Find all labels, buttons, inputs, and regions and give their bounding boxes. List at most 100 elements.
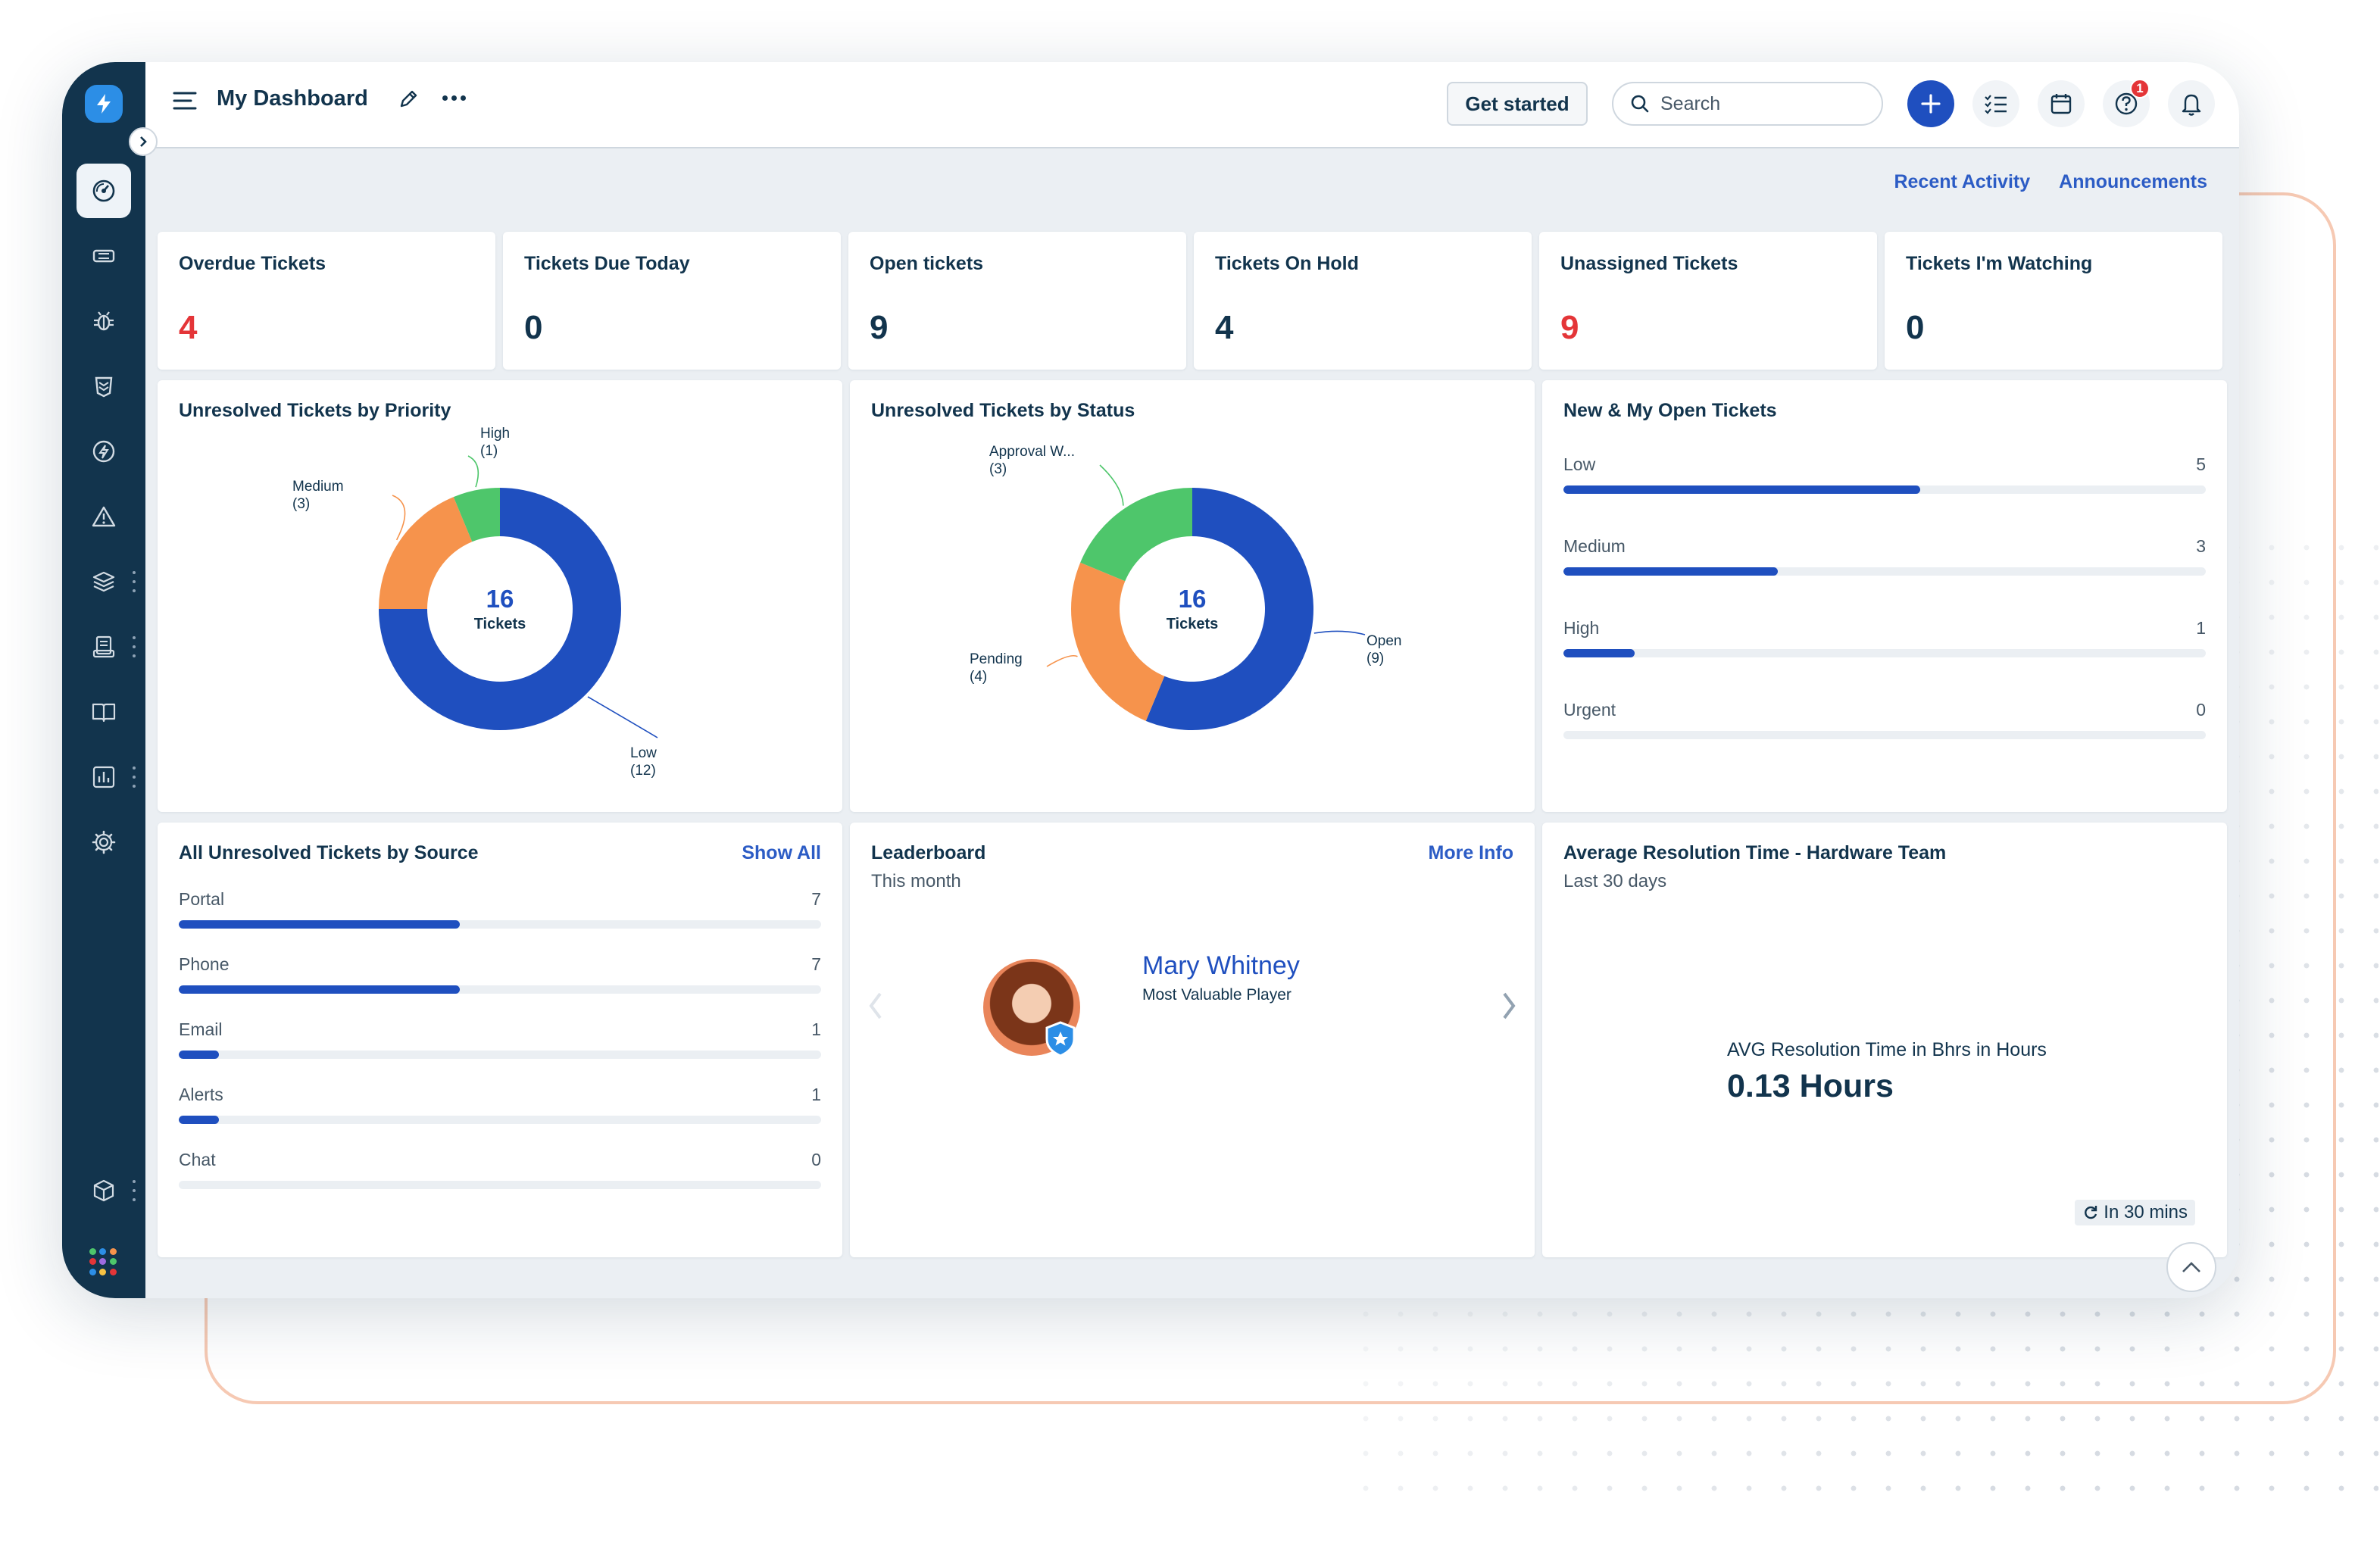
stat-label: Unassigned Tickets <box>1560 253 1738 274</box>
bar-track <box>1563 731 2206 739</box>
get-started-button[interactable]: Get started <box>1447 82 1588 126</box>
search-placeholder: Search <box>1660 92 1721 114</box>
products-more-icon[interactable] <box>132 1180 136 1201</box>
bar-row[interactable]: Low 5 <box>1563 454 2206 494</box>
bar-value: 0 <box>811 1150 821 1169</box>
donut-slice-open[interactable] <box>1145 488 1313 730</box>
changes-icon[interactable] <box>77 359 131 414</box>
stat-card[interactable]: Tickets On Hold 4 <box>1194 232 1532 370</box>
todo-button[interactable] <box>1972 80 2019 127</box>
new-item-button[interactable] <box>1907 80 1954 127</box>
status-chart-card: Unresolved Tickets by Status Open (9) Pend… <box>850 380 1535 812</box>
stat-card[interactable]: Tickets I'm Watching 0 <box>1885 232 2222 370</box>
assets-more-icon[interactable] <box>132 571 136 592</box>
reports-more-icon[interactable] <box>132 766 136 788</box>
products-icon[interactable] <box>77 1163 131 1218</box>
contracts-icon[interactable] <box>77 620 131 674</box>
stat-value: 4 <box>179 309 198 346</box>
bar-label: High <box>1563 618 1600 638</box>
more-options-icon[interactable] <box>442 95 466 101</box>
slice-label: Open <box>1366 633 1401 649</box>
bell-icon <box>2182 94 2201 116</box>
status-donut-chart[interactable]: Open (9) Pending (4) Approval W...(3) 16 Ticke… <box>850 426 1535 804</box>
menu-icon[interactable] <box>173 91 197 114</box>
stat-card[interactable]: Tickets Due Today 0 <box>503 232 841 370</box>
notifications-button[interactable] <box>2168 80 2215 127</box>
metric-label: AVG Resolution Time in Bhrs in Hours <box>1727 1039 2047 1060</box>
refresh-chip[interactable]: In 30 mins <box>2075 1200 2195 1225</box>
announcements-link[interactable]: Announcements <box>2059 171 2207 192</box>
leader-line <box>467 455 479 488</box>
bar-label: Chat <box>179 1150 216 1169</box>
top-links: Recent Activity Announcements <box>1894 171 2207 193</box>
logo-icon[interactable] <box>85 85 123 123</box>
leader-name[interactable]: Mary Whitney <box>1142 951 1300 980</box>
apps-icon[interactable] <box>89 1248 117 1275</box>
search-input[interactable]: Search <box>1612 82 1883 126</box>
stat-card[interactable]: Unassigned Tickets 9 <box>1539 232 1877 370</box>
bar-row[interactable]: Urgent 0 <box>1563 700 2206 739</box>
releases-icon[interactable] <box>77 424 131 479</box>
stat-label: Open tickets <box>870 253 984 274</box>
show-all-link[interactable]: Show All <box>742 842 821 863</box>
bar-row[interactable]: Chat 0 <box>179 1150 821 1189</box>
bar-track <box>1563 485 2206 494</box>
more-info-link[interactable]: More Info <box>1428 842 1514 863</box>
scroll-to-top-button[interactable] <box>2166 1242 2216 1292</box>
bar-row[interactable]: Email 1 <box>179 1019 821 1059</box>
bar-fill <box>179 1051 219 1059</box>
search-icon <box>1631 95 1649 113</box>
donut-slice-approval-w[interactable] <box>1080 488 1192 582</box>
stat-card[interactable]: Overdue Tickets 4 <box>158 232 495 370</box>
calendar-icon <box>2050 94 2072 114</box>
reports-icon[interactable] <box>77 750 131 804</box>
donut-slice-pending[interactable] <box>1071 562 1165 721</box>
admin-icon[interactable] <box>77 815 131 869</box>
bar-value: 7 <box>811 954 821 974</box>
bar-row[interactable]: High 1 <box>1563 618 2206 657</box>
card-subtitle: Last 30 days <box>1563 871 1667 891</box>
chevron-right-icon <box>140 136 147 147</box>
stat-card[interactable]: Open tickets 9 <box>848 232 1186 370</box>
slice-label: Approval W... <box>989 444 1075 460</box>
solutions-icon[interactable] <box>77 685 131 739</box>
bar-label-line: Low 5 <box>1563 454 2206 475</box>
edit-icon[interactable] <box>397 88 420 114</box>
bar-row[interactable]: Phone 7 <box>179 954 821 994</box>
leader-line <box>587 696 658 738</box>
recent-activity-link[interactable]: Recent Activity <box>1894 171 2031 192</box>
calendar-button[interactable] <box>2038 80 2085 127</box>
bar-value: 7 <box>811 889 821 909</box>
stat-label: Overdue Tickets <box>179 253 326 274</box>
dashboard-icon[interactable] <box>77 164 131 218</box>
donut-center-label: Tickets <box>474 616 526 632</box>
slice-count: (9) <box>1366 651 1384 667</box>
donut-slice-low[interactable] <box>379 488 621 730</box>
bar-row[interactable]: Medium 3 <box>1563 536 2206 576</box>
assets-icon[interactable] <box>77 554 131 609</box>
bar-label-line: Medium 3 <box>1563 536 2206 557</box>
previous-arrow-icon[interactable] <box>867 991 885 1025</box>
leader-line <box>392 495 406 541</box>
bar-row[interactable]: Portal 7 <box>179 889 821 929</box>
tickets-icon[interactable] <box>77 229 131 283</box>
card-title: Leaderboard <box>871 842 986 863</box>
priority-chart-card: Unresolved Tickets by Priority Low (12) Me… <box>158 380 842 812</box>
bar-row[interactable]: Alerts 1 <box>179 1085 821 1124</box>
donut-slice-high[interactable] <box>453 488 500 542</box>
bar-label: Portal <box>179 889 225 909</box>
sidebar-expand-button[interactable] <box>129 127 158 156</box>
problems-icon[interactable] <box>77 294 131 348</box>
next-arrow-icon[interactable] <box>1500 991 1518 1025</box>
leader-line <box>1099 464 1124 506</box>
priority-donut-chart[interactable]: Low (12) Medium(3) High(1) 16 Tickets <box>158 426 842 804</box>
refresh-label: In 30 mins <box>2104 1202 2188 1222</box>
contracts-more-icon[interactable] <box>132 636 136 657</box>
bar-label: Low <box>1563 454 1596 474</box>
bar-label-line: Urgent 0 <box>1563 700 2206 720</box>
help-button[interactable]: 1 <box>2103 79 2150 127</box>
alerts-icon[interactable] <box>77 489 131 544</box>
bar-value: 1 <box>811 1085 821 1104</box>
donut-slice-medium[interactable] <box>379 497 473 609</box>
bar-label: Phone <box>179 954 230 974</box>
